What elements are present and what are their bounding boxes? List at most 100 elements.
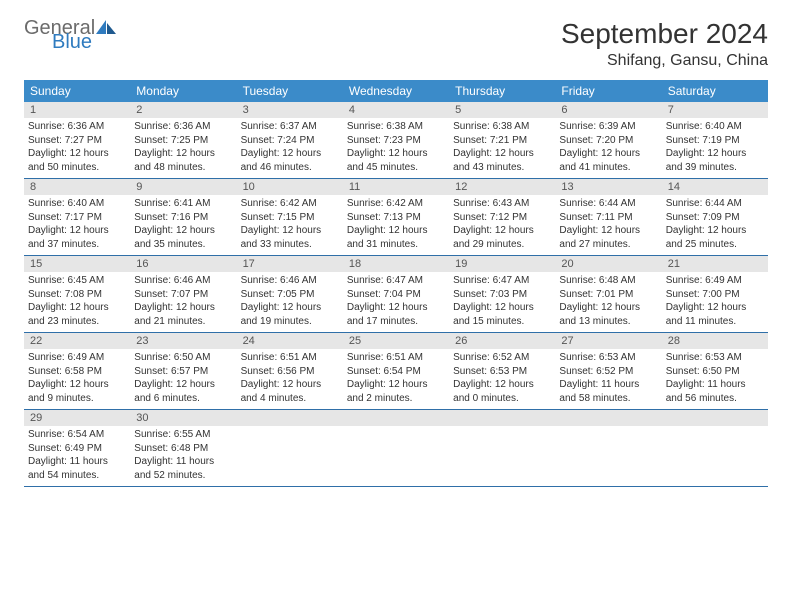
day-number: 26 [449,333,555,349]
day-number: 13 [555,179,661,195]
day-header-saturday: Saturday [662,80,768,102]
sunrise-text: Sunrise: 6:52 AM [453,351,551,365]
day-number: 24 [237,333,343,349]
sunset-text: Sunset: 7:27 PM [28,134,126,148]
day-body: Sunrise: 6:43 AMSunset: 7:12 PMDaylight:… [449,195,555,255]
day-body: Sunrise: 6:53 AMSunset: 6:52 PMDaylight:… [555,349,661,409]
day-body: Sunrise: 6:51 AMSunset: 6:54 PMDaylight:… [343,349,449,409]
sunset-text: Sunset: 7:04 PM [347,288,445,302]
sunrise-text: Sunrise: 6:45 AM [28,274,126,288]
calendar-cell: 5Sunrise: 6:38 AMSunset: 7:21 PMDaylight… [449,102,555,179]
day-body: Sunrise: 6:47 AMSunset: 7:04 PMDaylight:… [343,272,449,332]
day-number: 29 [24,410,130,426]
calendar-cell: 20Sunrise: 6:48 AMSunset: 7:01 PMDayligh… [555,256,661,333]
sunset-text: Sunset: 7:15 PM [241,211,339,225]
day-body: Sunrise: 6:38 AMSunset: 7:21 PMDaylight:… [449,118,555,178]
day-body: Sunrise: 6:47 AMSunset: 7:03 PMDaylight:… [449,272,555,332]
day-number: 2 [130,102,236,118]
day-body: Sunrise: 6:53 AMSunset: 6:50 PMDaylight:… [662,349,768,409]
sunrise-text: Sunrise: 6:54 AM [28,428,126,442]
day-number: 9 [130,179,236,195]
calendar-cell: 25Sunrise: 6:51 AMSunset: 6:54 PMDayligh… [343,333,449,410]
calendar-cell: 7Sunrise: 6:40 AMSunset: 7:19 PMDaylight… [662,102,768,179]
daylight-text: Daylight: 11 hours and 52 minutes. [134,455,232,482]
sunset-text: Sunset: 7:08 PM [28,288,126,302]
day-number: 11 [343,179,449,195]
sunset-text: Sunset: 7:23 PM [347,134,445,148]
sunset-text: Sunset: 6:52 PM [559,365,657,379]
day-body [555,426,661,473]
sunrise-text: Sunrise: 6:50 AM [134,351,232,365]
calendar-cell: 28Sunrise: 6:53 AMSunset: 6:50 PMDayligh… [662,333,768,410]
calendar-cell: 2Sunrise: 6:36 AMSunset: 7:25 PMDaylight… [130,102,236,179]
sunset-text: Sunset: 7:24 PM [241,134,339,148]
month-title: September 2024 [561,18,768,50]
day-body: Sunrise: 6:44 AMSunset: 7:11 PMDaylight:… [555,195,661,255]
day-body: Sunrise: 6:37 AMSunset: 7:24 PMDaylight:… [237,118,343,178]
sunrise-text: Sunrise: 6:38 AM [453,120,551,134]
calendar-cell: 8Sunrise: 6:40 AMSunset: 7:17 PMDaylight… [24,179,130,256]
location-text: Shifang, Gansu, China [561,52,768,70]
calendar-cell [343,410,449,487]
day-header-thursday: Thursday [449,80,555,102]
sunset-text: Sunset: 7:19 PM [666,134,764,148]
day-number: 3 [237,102,343,118]
daylight-text: Daylight: 12 hours and 9 minutes. [28,378,126,405]
calendar-cell [662,410,768,487]
sunrise-text: Sunrise: 6:49 AM [666,274,764,288]
calendar-cell [237,410,343,487]
sunrise-text: Sunrise: 6:46 AM [134,274,232,288]
day-number: 18 [343,256,449,272]
day-body: Sunrise: 6:45 AMSunset: 7:08 PMDaylight:… [24,272,130,332]
calendar-cell: 1Sunrise: 6:36 AMSunset: 7:27 PMDaylight… [24,102,130,179]
day-number [662,410,768,426]
day-body: Sunrise: 6:44 AMSunset: 7:09 PMDaylight:… [662,195,768,255]
day-number: 4 [343,102,449,118]
sunrise-text: Sunrise: 6:40 AM [666,120,764,134]
sunset-text: Sunset: 6:57 PM [134,365,232,379]
daylight-text: Daylight: 12 hours and 37 minutes. [28,224,126,251]
daylight-text: Daylight: 12 hours and 39 minutes. [666,147,764,174]
sunrise-text: Sunrise: 6:43 AM [453,197,551,211]
day-number [555,410,661,426]
sunrise-text: Sunrise: 6:36 AM [134,120,232,134]
calendar-cell: 13Sunrise: 6:44 AMSunset: 7:11 PMDayligh… [555,179,661,256]
sunset-text: Sunset: 7:07 PM [134,288,232,302]
daylight-text: Daylight: 12 hours and 17 minutes. [347,301,445,328]
daylight-text: Daylight: 12 hours and 2 minutes. [347,378,445,405]
sunrise-text: Sunrise: 6:38 AM [347,120,445,134]
day-body [237,426,343,473]
daylight-text: Daylight: 11 hours and 54 minutes. [28,455,126,482]
sunrise-text: Sunrise: 6:47 AM [453,274,551,288]
sunrise-text: Sunrise: 6:39 AM [559,120,657,134]
daylight-text: Daylight: 12 hours and 15 minutes. [453,301,551,328]
day-body [449,426,555,473]
day-body: Sunrise: 6:40 AMSunset: 7:19 PMDaylight:… [662,118,768,178]
day-number: 1 [24,102,130,118]
day-number: 7 [662,102,768,118]
daylight-text: Daylight: 12 hours and 4 minutes. [241,378,339,405]
calendar-cell: 14Sunrise: 6:44 AMSunset: 7:09 PMDayligh… [662,179,768,256]
day-body: Sunrise: 6:38 AMSunset: 7:23 PMDaylight:… [343,118,449,178]
day-body: Sunrise: 6:49 AMSunset: 6:58 PMDaylight:… [24,349,130,409]
day-number: 28 [662,333,768,349]
calendar-cell: 9Sunrise: 6:41 AMSunset: 7:16 PMDaylight… [130,179,236,256]
daylight-text: Daylight: 12 hours and 45 minutes. [347,147,445,174]
daylight-text: Daylight: 12 hours and 23 minutes. [28,301,126,328]
daylight-text: Daylight: 12 hours and 25 minutes. [666,224,764,251]
calendar-cell: 12Sunrise: 6:43 AMSunset: 7:12 PMDayligh… [449,179,555,256]
daylight-text: Daylight: 12 hours and 50 minutes. [28,147,126,174]
calendar-cell [449,410,555,487]
day-body: Sunrise: 6:36 AMSunset: 7:27 PMDaylight:… [24,118,130,178]
day-body: Sunrise: 6:52 AMSunset: 6:53 PMDaylight:… [449,349,555,409]
sunrise-text: Sunrise: 6:53 AM [559,351,657,365]
sunset-text: Sunset: 7:17 PM [28,211,126,225]
calendar-cell: 26Sunrise: 6:52 AMSunset: 6:53 PMDayligh… [449,333,555,410]
day-body: Sunrise: 6:42 AMSunset: 7:15 PMDaylight:… [237,195,343,255]
day-number: 27 [555,333,661,349]
calendar-cell: 15Sunrise: 6:45 AMSunset: 7:08 PMDayligh… [24,256,130,333]
day-body: Sunrise: 6:39 AMSunset: 7:20 PMDaylight:… [555,118,661,178]
calendar-cell: 27Sunrise: 6:53 AMSunset: 6:52 PMDayligh… [555,333,661,410]
day-body: Sunrise: 6:54 AMSunset: 6:49 PMDaylight:… [24,426,130,486]
day-header-friday: Friday [555,80,661,102]
